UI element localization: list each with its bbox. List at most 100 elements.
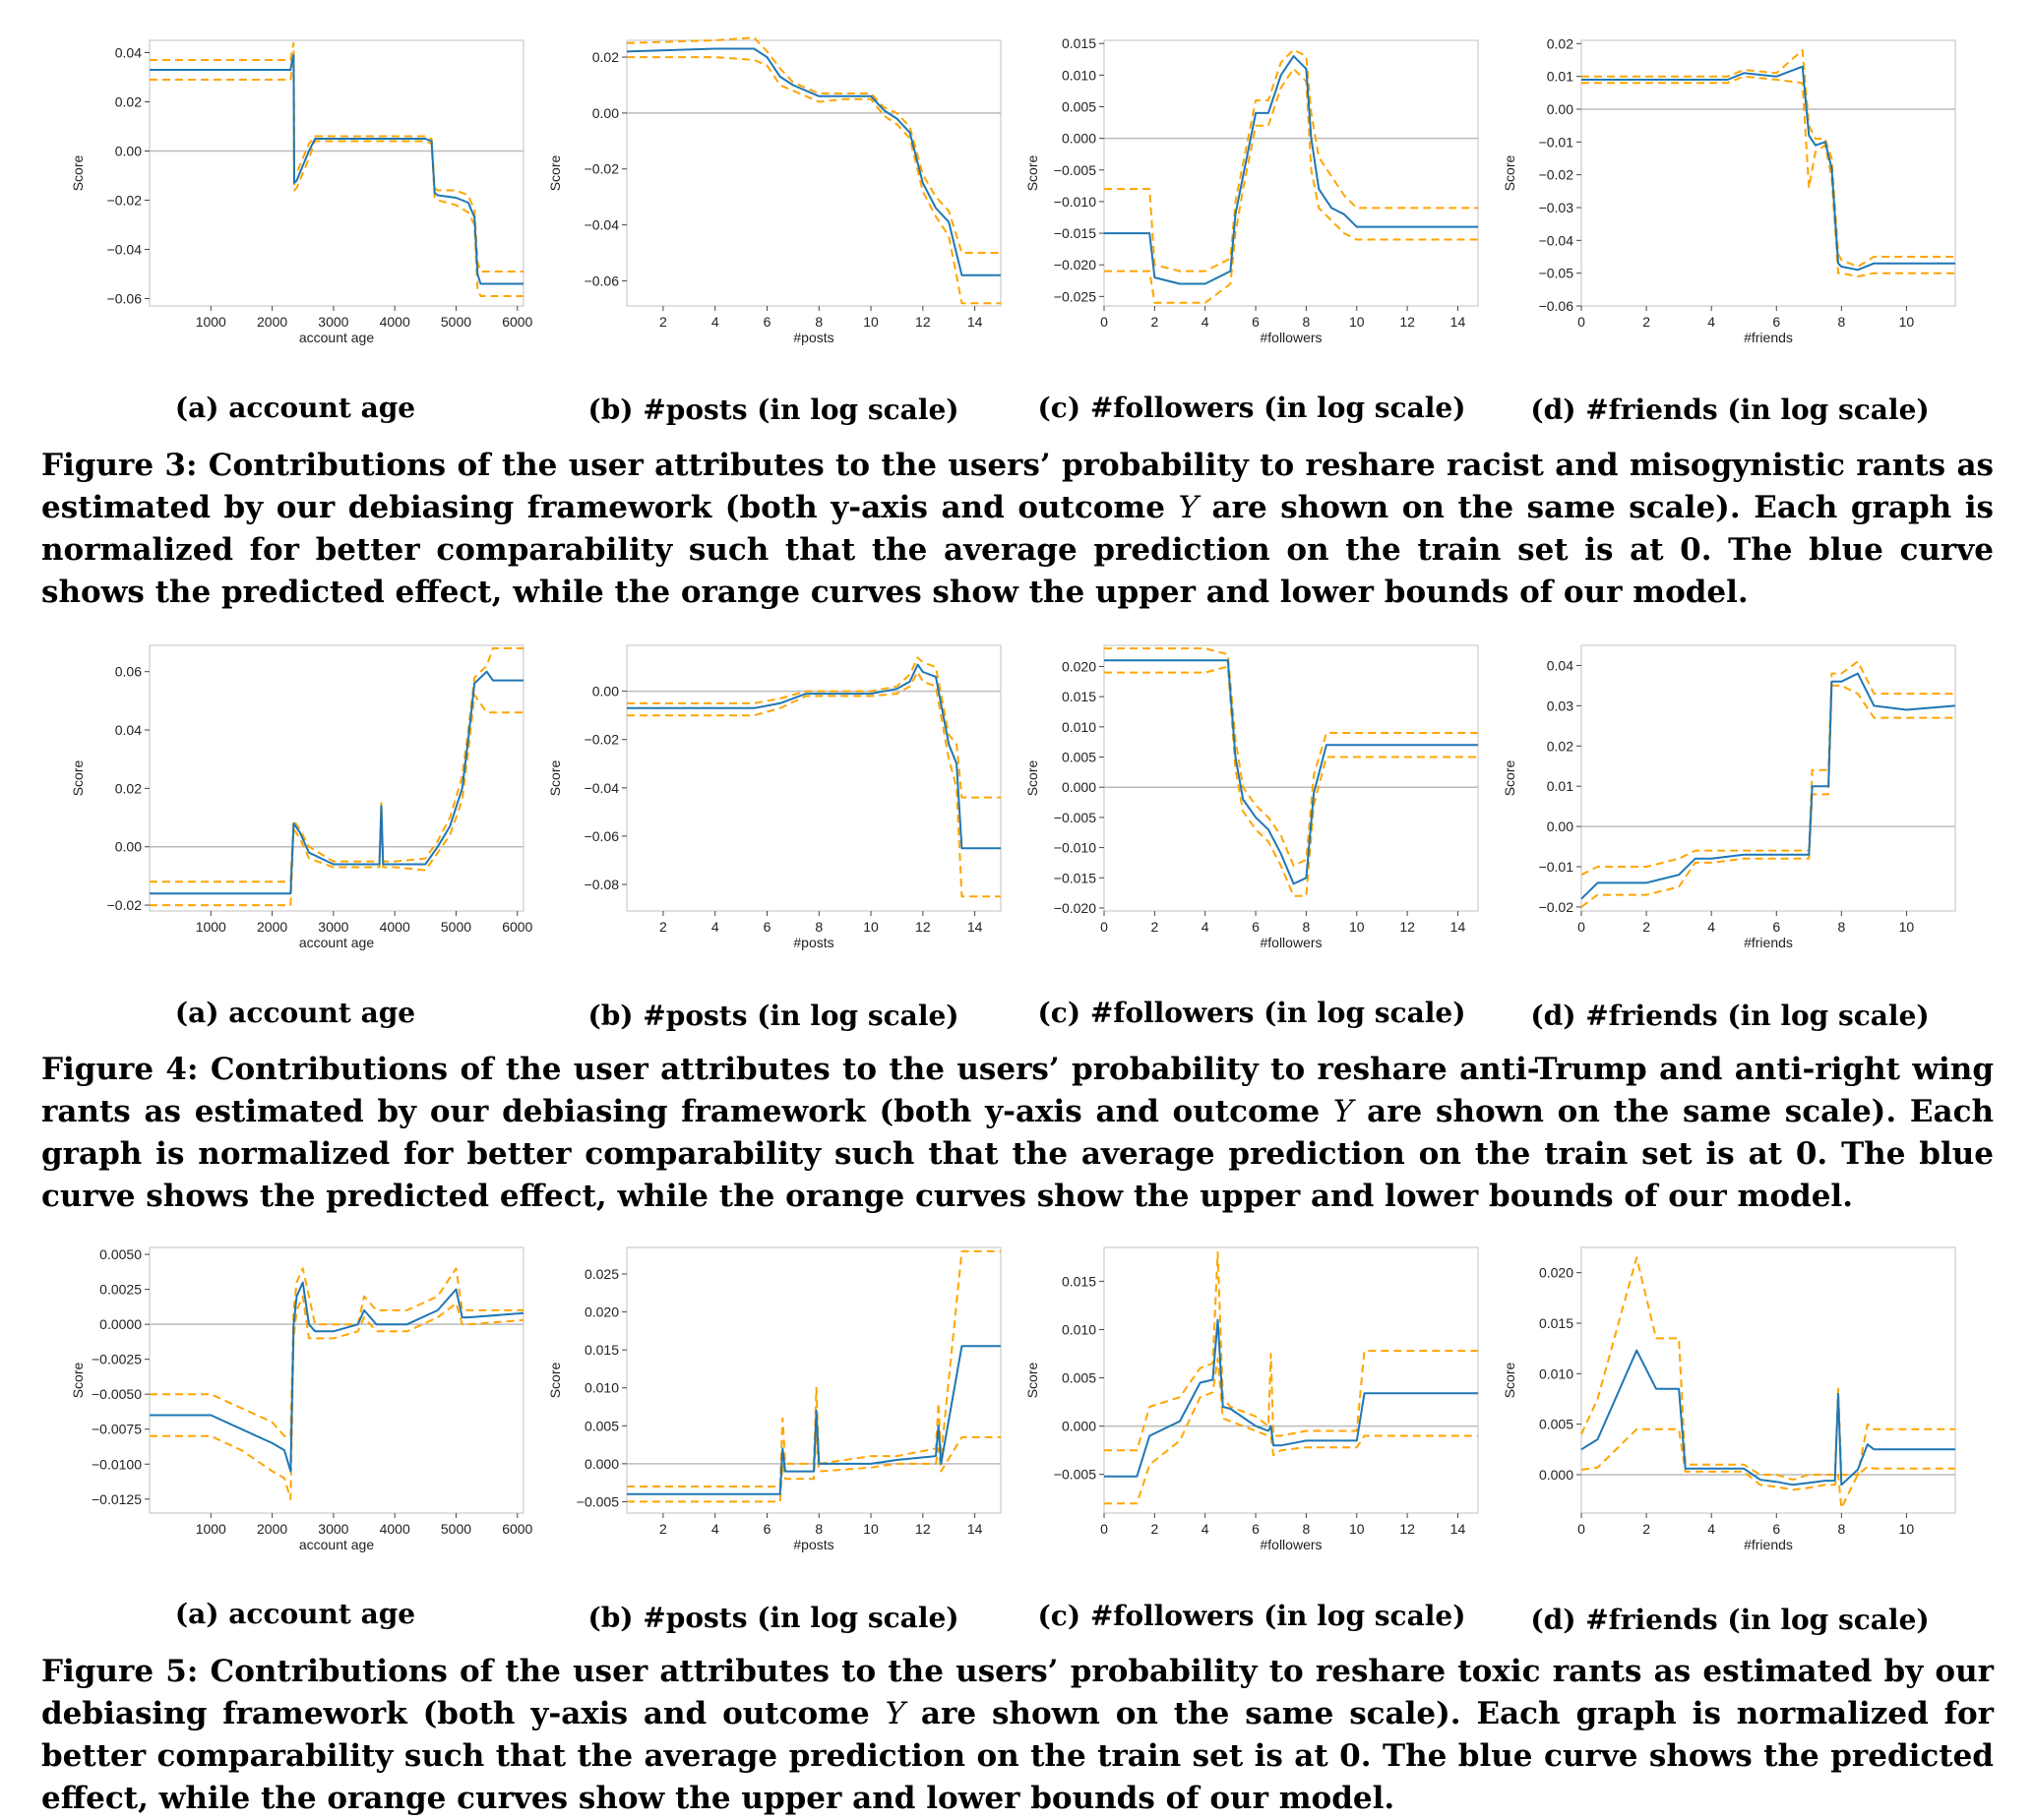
x-tick-label: 12 <box>1399 1521 1415 1537</box>
series-upper-line <box>1580 1256 1955 1482</box>
y-tick-label: 0.015 <box>1539 1315 1573 1331</box>
y-tick-label: 0.015 <box>585 1342 619 1358</box>
series-lower-line <box>1580 684 1955 908</box>
series-upper-line <box>1104 1250 1478 1452</box>
y-axis-label: Score <box>1024 760 1040 797</box>
y-tick-label: 0.02 <box>115 780 142 796</box>
y-tick-label: −0.02 <box>585 732 620 748</box>
x-tick-label: 4 <box>1707 314 1715 330</box>
fig4-chart-a: 0.06 0.04 0.02 0.00 −0.02 1000 2000 3000 4000 500… <box>70 644 533 950</box>
y-tick-label: −0.06 <box>585 273 620 288</box>
x-tick-label: 8 <box>1303 1521 1311 1537</box>
x-tick-label: 2 <box>1642 1521 1650 1537</box>
fig5-chart-a: 0.0050 0.0025 0.0000 −0.0025 −0.0050 −0.0075 −… <box>70 1246 533 1552</box>
x-tick-label: 14 <box>1450 314 1466 330</box>
x-tick-label: 10 <box>1349 1521 1365 1537</box>
y-tick-label: −0.010 <box>1054 840 1096 856</box>
x-tick-label: 4 <box>1202 919 1209 935</box>
series-lower-line <box>1104 1357 1478 1505</box>
figure-4-variable: Y <box>1332 1094 1354 1129</box>
x-axis-label: #friends <box>1744 1537 1793 1552</box>
x-tick-label: 4000 <box>380 314 410 330</box>
y-tick-label: 0.000 <box>1062 779 1096 795</box>
y-tick-label: 0.00 <box>115 144 142 159</box>
x-tick-label: 3000 <box>318 919 348 935</box>
fig3-subcaption-a: (a) account age <box>174 392 416 424</box>
y-tick-label: 0.02 <box>1547 35 1573 51</box>
fig5-subcaption-d: (d) #friends (in log scale) <box>1530 1604 1930 1636</box>
y-axis-label: Score <box>547 760 563 797</box>
x-tick-label: 4 <box>1202 1521 1209 1537</box>
series-upper-line <box>150 647 524 883</box>
figure-3-variable: Y <box>1178 490 1199 525</box>
y-tick-label: −0.06 <box>1539 298 1574 314</box>
y-tick-label: 0.010 <box>1062 1321 1096 1337</box>
series-mean-line <box>627 1345 1001 1495</box>
fig3-chart-c: 0.015 0.010 0.005 0.000 −0.005 −0.010 −0.015 −0… <box>1024 35 1479 345</box>
y-tick-label: 0.03 <box>1547 698 1573 713</box>
y-tick-label: −0.005 <box>1054 162 1096 178</box>
y-tick-label: −0.02 <box>1539 899 1574 915</box>
series-upper-line <box>1581 49 1955 268</box>
y-tick-label: 0.00 <box>592 105 619 121</box>
fig5-chart-b: 0.025 0.020 0.015 0.010 0.005 0.000 −0.005 2 4 6 8… <box>547 1246 1002 1552</box>
x-tick-label: 8 <box>815 1521 823 1537</box>
y-tick-label: 0.06 <box>115 664 142 680</box>
y-axis-label: Score <box>1024 1363 1040 1399</box>
x-tick-label: 8 <box>1837 1521 1845 1537</box>
fig5-chart-c: 0.015 0.010 0.005 0.000 −0.005 0 2 4 6 8 10 12 14 #fo… <box>1024 1246 1479 1552</box>
figure-4-label: Figure 4: <box>41 1052 199 1087</box>
x-tick-label: 12 <box>915 1521 931 1537</box>
y-axis-label: Score <box>70 760 86 797</box>
x-tick-label: 2 <box>1642 314 1650 330</box>
y-tick-label: −0.01 <box>1539 134 1574 150</box>
x-tick-label: 3000 <box>318 314 348 330</box>
x-tick-label: 2 <box>1642 919 1650 935</box>
y-tick-label: 0.00 <box>1547 101 1573 117</box>
y-axis-label: Score <box>70 155 86 192</box>
y-tick-label: −0.0075 <box>92 1422 142 1437</box>
y-tick-label: 0.000 <box>1062 131 1096 147</box>
x-tick-label: 2 <box>659 919 667 935</box>
fig4-subcaption-c: (c) #followers (in log scale) <box>1037 997 1466 1029</box>
x-tick-label: 2 <box>1150 314 1158 330</box>
x-axis-label: #followers <box>1260 935 1322 950</box>
x-tick-label: 0 <box>1577 314 1585 330</box>
x-tick-label: 2 <box>659 314 667 330</box>
series-lower-line <box>1104 665 1478 897</box>
series-mean-line <box>627 663 1001 850</box>
x-tick-label: 4 <box>711 1521 719 1537</box>
fig3-chart-d: 0.02 0.01 0.00 −0.01 −0.02 −0.03 −0.04 −0.05 −0.… <box>1502 35 1956 345</box>
y-tick-label: −0.010 <box>1054 194 1096 210</box>
series-mean-line <box>1104 55 1478 285</box>
y-tick-label: −0.01 <box>1539 859 1574 875</box>
y-tick-label: 0.02 <box>115 94 142 110</box>
plot-frame <box>1580 39 1956 307</box>
series-mean-line <box>1580 1349 1955 1486</box>
fig5-chart-d: 0.020 0.015 0.010 0.005 0.000 0 2 4 6 8 10 #friends… <box>1502 1246 1956 1552</box>
x-tick-label: 6 <box>764 314 771 330</box>
figure-3-text-end: are shown on the same scale). Each graph… <box>41 490 1994 610</box>
x-tick-label: 6000 <box>502 919 532 935</box>
fig4-subcaption-a: (a) account age <box>174 997 416 1029</box>
x-axis-label: #posts <box>793 330 833 345</box>
plot-frame <box>149 644 524 912</box>
x-tick-label: 6 <box>764 919 771 935</box>
y-tick-label: 0.04 <box>115 722 142 738</box>
y-tick-label: −0.02 <box>107 897 143 913</box>
y-tick-label: −0.02 <box>585 161 620 177</box>
y-tick-label: 0.000 <box>1539 1467 1573 1483</box>
series-mean-line <box>150 1281 524 1473</box>
x-axis-label: #friends <box>1744 935 1793 950</box>
x-tick-label: 0 <box>1100 919 1108 935</box>
x-axis-label: #friends <box>1744 330 1793 345</box>
y-axis-label: Score <box>1024 155 1040 192</box>
y-tick-label: 0.02 <box>1547 738 1573 754</box>
x-tick-label: 4 <box>1202 314 1209 330</box>
y-tick-label: 0.005 <box>585 1418 619 1433</box>
series-upper-line <box>626 36 1001 254</box>
fig4-subcaption-b: (b) #posts (in log scale) <box>587 1000 959 1032</box>
fig3-subcaption-d: (d) #friends (in log scale) <box>1530 394 1930 426</box>
figure-5-caption: Figure 5: Contributions of the user attr… <box>41 1651 1994 1820</box>
x-tick-label: 1000 <box>196 1521 226 1537</box>
